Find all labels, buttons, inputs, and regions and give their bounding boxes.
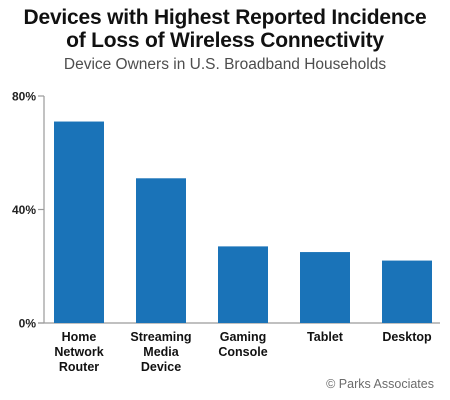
y-tick-label: 80% <box>12 90 36 104</box>
x-tick-label-line: Desktop <box>382 330 432 344</box>
chart-title: Devices with Highest Reported Incidence … <box>0 6 450 52</box>
bar <box>136 178 186 323</box>
bar <box>382 260 432 323</box>
bar <box>218 246 268 323</box>
x-tick-label-line: Streaming <box>130 330 191 344</box>
x-tick-label: Home Network Router <box>54 330 103 374</box>
y-tick-label: 0% <box>19 317 37 331</box>
chart-subtitle: Device Owners in U.S. Broadband Househol… <box>63 56 387 73</box>
x-tick-label: Tablet <box>307 330 344 344</box>
bar <box>54 121 104 323</box>
x-tick-label-line: Network <box>54 345 103 359</box>
x-tick-label-line: Console <box>218 345 267 359</box>
x-tick-label-line: Home <box>62 330 97 344</box>
x-tick-label: Desktop <box>382 330 432 344</box>
x-tick-label: Streaming Media Device <box>130 330 191 374</box>
x-tick-label-line: Media <box>143 345 179 359</box>
x-tick-label-line: Gaming <box>220 330 267 344</box>
x-tick-label-line: Router <box>59 360 99 374</box>
x-tick-label-line: Tablet <box>307 330 344 344</box>
chart-title-line-1: Devices with Highest Reported Incidence <box>23 6 427 29</box>
chart-title-line-2: of Loss of Wireless Connectivity <box>66 29 384 52</box>
source-credit: © Parks Associates <box>326 377 434 391</box>
x-tick-label: Gaming Console <box>218 330 267 359</box>
bar <box>300 252 350 323</box>
y-tick-label: 40% <box>12 203 36 217</box>
x-tick-label-line: Device <box>141 360 181 374</box>
